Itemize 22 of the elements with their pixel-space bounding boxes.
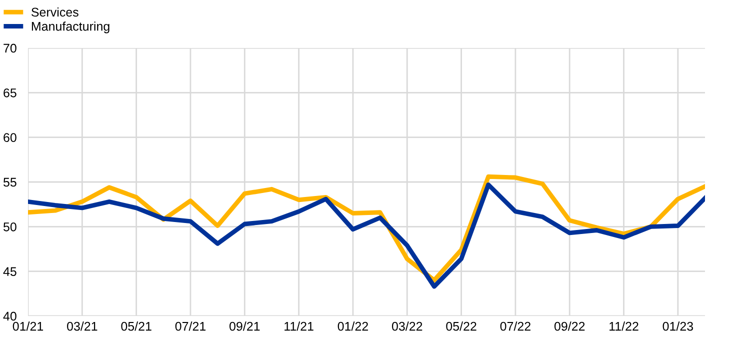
y-tick-label: 45 xyxy=(3,267,16,276)
x-tick-label: 03/22 xyxy=(392,322,422,331)
x-tick-label: 01/21 xyxy=(12,322,44,331)
x-tick-label: 11/21 xyxy=(284,322,314,331)
legend-label: Services xyxy=(31,7,78,17)
y-tick-label: 70 xyxy=(4,44,16,53)
y-tick-label: 40 xyxy=(3,312,16,321)
x-tick-label: 05/21 xyxy=(121,322,152,331)
y-tick-label: 55 xyxy=(3,178,16,187)
x-tick-label: 09/22 xyxy=(554,322,585,331)
x-tick-label: 01/22 xyxy=(338,322,368,331)
legend-label: Manufacturing xyxy=(32,22,110,34)
x-tick-label: 03/21 xyxy=(67,322,98,331)
x-tick-label: 11/22 xyxy=(610,322,638,331)
x-tick-label: 07/21 xyxy=(175,322,206,331)
y-tick-label: 50 xyxy=(3,222,16,232)
x-tick-label: 05/22 xyxy=(446,322,476,331)
y-tick-label: 60 xyxy=(4,133,16,142)
x-tick-label: 07/22 xyxy=(500,322,530,331)
x-tick-label: 01/23 xyxy=(662,322,694,331)
x-tick-label: 09/21 xyxy=(229,322,260,331)
y-tick-label: 65 xyxy=(4,88,16,98)
